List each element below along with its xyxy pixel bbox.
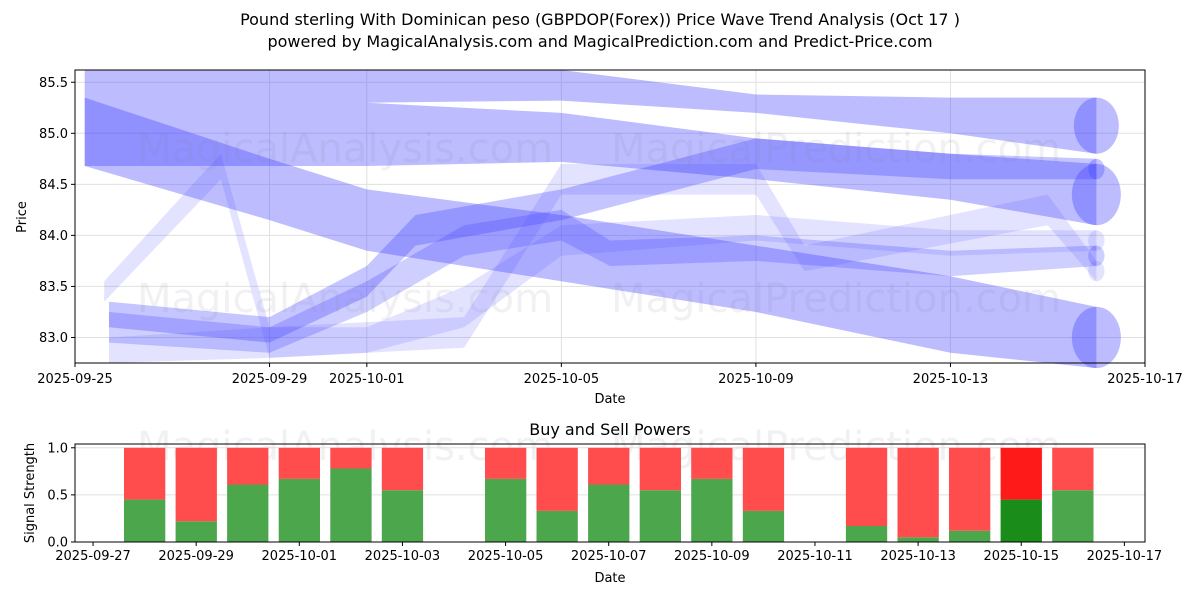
wave-diagonal (84, 97, 1097, 369)
x-tick-label: 2025-09-29 (158, 549, 234, 564)
x-tick-label: 2025-10-11 (777, 549, 853, 564)
x-tick-label: 2025-09-25 (37, 372, 113, 387)
power-plot-frame (74, 443, 1146, 543)
buy-bar (381, 490, 424, 542)
wave-top-flat (84, 70, 1097, 154)
power-bars (124, 447, 1094, 542)
x-tick-label: 2025-09-29 (232, 372, 308, 387)
buy-bar (691, 478, 733, 542)
buy-bar (536, 510, 578, 542)
buy-bar (330, 468, 372, 542)
y-tick-label: 0.5 (47, 488, 68, 503)
buy-bar (742, 510, 785, 542)
watermark: MagicalPrediction.com (611, 276, 1061, 322)
sell-bar (175, 447, 217, 522)
y-tick-label: 83.0 (39, 331, 68, 346)
chart-title: Pound sterling With Dominican peso (GBPD… (240, 10, 960, 29)
sell-bar (588, 447, 630, 485)
buy-bar (485, 478, 527, 542)
power-x-axis-label: Date (594, 571, 625, 586)
x-tick-label: 2025-10-01 (329, 372, 405, 387)
sell-bar (330, 447, 372, 469)
x-tick-label: 2025-10-05 (524, 372, 600, 387)
main-plot-frame (74, 69, 1146, 364)
buy-bar (1000, 499, 1042, 542)
main-watermarks: MagicalAnalysis.com MagicalPrediction.co… (137, 126, 1061, 322)
sell-bar (278, 447, 320, 479)
buy-bar (897, 537, 939, 542)
x-tick-label: 2025-10-09 (674, 549, 750, 564)
sell-bar (949, 447, 991, 531)
x-tick-label: 2025-10-17 (1087, 549, 1163, 564)
wave-bands (84, 70, 1121, 369)
y-tick-label: 1.0 (47, 441, 68, 456)
buy-bar (124, 499, 166, 542)
main-y-axis-label: Price (15, 201, 30, 233)
sell-bar (536, 447, 578, 511)
x-tick-label: 2025-10-17 (1107, 372, 1183, 387)
power-x-axis: 2025-09-27 2025-09-29 2025-10-01 2025-10-03… (55, 542, 1162, 564)
sell-bar (227, 447, 269, 485)
wave-low-wide (109, 215, 1097, 363)
sell-bar (485, 447, 527, 479)
y-tick-label: 85.0 (39, 127, 68, 142)
sell-bar (897, 447, 939, 538)
buy-bar (227, 484, 269, 542)
wave-zigzag-cap (1088, 260, 1105, 282)
wave-rising-2-cap (1088, 245, 1105, 267)
watermark: MagicalAnalysis.com (137, 126, 553, 172)
y-tick-label: 85.5 (39, 76, 68, 91)
watermark: MagicalAnalysis.com (137, 276, 553, 322)
sell-bar (691, 447, 733, 479)
sell-bar (1052, 447, 1094, 491)
wave-diagonal-cap (1071, 306, 1121, 369)
main-y-axis: 83.0 83.5 84.0 84.5 85.0 85.5 (39, 76, 75, 346)
sell-bar (1000, 447, 1042, 500)
y-tick-label: 0.0 (47, 536, 68, 551)
main-x-axis: 2025-09-25 2025-09-29 2025-10-01 2025-10-05… (37, 363, 1183, 387)
x-tick-label: 2025-10-13 (880, 549, 956, 564)
wave-rising-1 (109, 138, 1097, 343)
sell-bar (639, 447, 681, 491)
x-tick-label: 2025-09-27 (55, 549, 131, 564)
sell-bar (124, 447, 166, 500)
buy-bar (278, 478, 320, 542)
wave-rising-2 (109, 209, 1097, 353)
wave-top-flat-cap (1073, 97, 1119, 154)
y-tick-label: 83.5 (39, 280, 68, 295)
main-x-axis-label: Date (594, 392, 625, 407)
wave-zigzag (104, 153, 1097, 358)
x-tick-label: 2025-10-09 (718, 372, 794, 387)
power-chart-title: Buy and Sell Powers (529, 420, 691, 439)
power-y-axis: 0.0 0.5 1.0 (47, 441, 75, 551)
x-tick-label: 2025-10-05 (468, 549, 544, 564)
sell-bar (845, 447, 888, 526)
chart-subtitle: powered by MagicalAnalysis.com and Magic… (267, 32, 933, 51)
wave-low-wide-cap (1088, 230, 1105, 251)
buy-bar (588, 484, 630, 542)
x-tick-label: 2025-10-15 (983, 549, 1059, 564)
buy-bar (949, 530, 991, 542)
x-tick-label: 2025-10-01 (262, 549, 338, 564)
x-tick-label: 2025-10-13 (913, 372, 989, 387)
buy-bar (845, 526, 888, 542)
power-y-axis-label: Signal Strength (23, 443, 38, 543)
y-tick-label: 84.5 (39, 178, 68, 193)
buy-bar (175, 521, 217, 542)
sell-bar (381, 447, 424, 491)
wave-upper-band-cap (1071, 163, 1121, 226)
sell-bar (742, 447, 785, 511)
buy-bar (639, 490, 681, 542)
wave-rising-1-cap (1088, 158, 1105, 180)
x-tick-label: 2025-10-03 (365, 549, 441, 564)
buy-bar (1052, 490, 1094, 542)
wave-upper-band (84, 97, 1097, 226)
x-tick-label: 2025-10-07 (571, 549, 647, 564)
watermark: MagicalPrediction.com (611, 126, 1061, 172)
y-tick-label: 84.0 (39, 229, 68, 244)
